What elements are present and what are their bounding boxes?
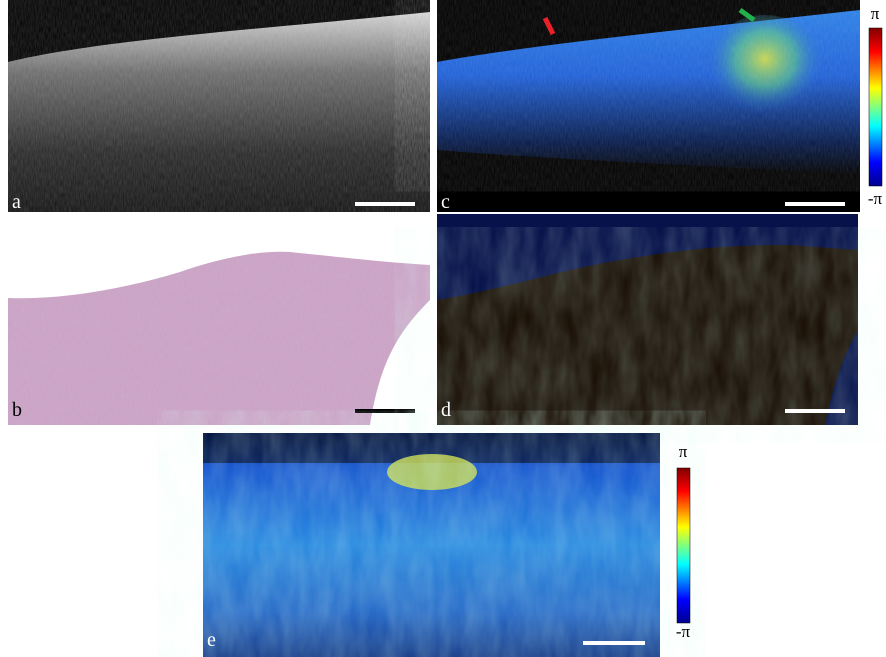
colorbar — [869, 28, 882, 186]
colorbar-max: π — [871, 4, 880, 23]
panel-label: d — [441, 399, 451, 421]
panel-b: b — [8, 214, 430, 425]
panel-label: a — [12, 191, 21, 213]
panel-a: a — [8, 0, 430, 213]
panel-label: e — [207, 629, 216, 651]
colorbar-min: -π — [676, 622, 691, 641]
panel-e: e π -π — [203, 433, 691, 657]
panel-d: d — [437, 214, 858, 425]
colorbar — [677, 468, 690, 623]
colorbar-max: π — [679, 442, 688, 461]
panel-label: b — [12, 399, 22, 421]
fibers — [203, 433, 660, 657]
panel-label: c — [441, 191, 450, 213]
figure: a c π -π b d e π - — [0, 0, 886, 657]
panel-c: c π -π — [437, 0, 883, 213]
colorbar-min: -π — [868, 189, 883, 208]
